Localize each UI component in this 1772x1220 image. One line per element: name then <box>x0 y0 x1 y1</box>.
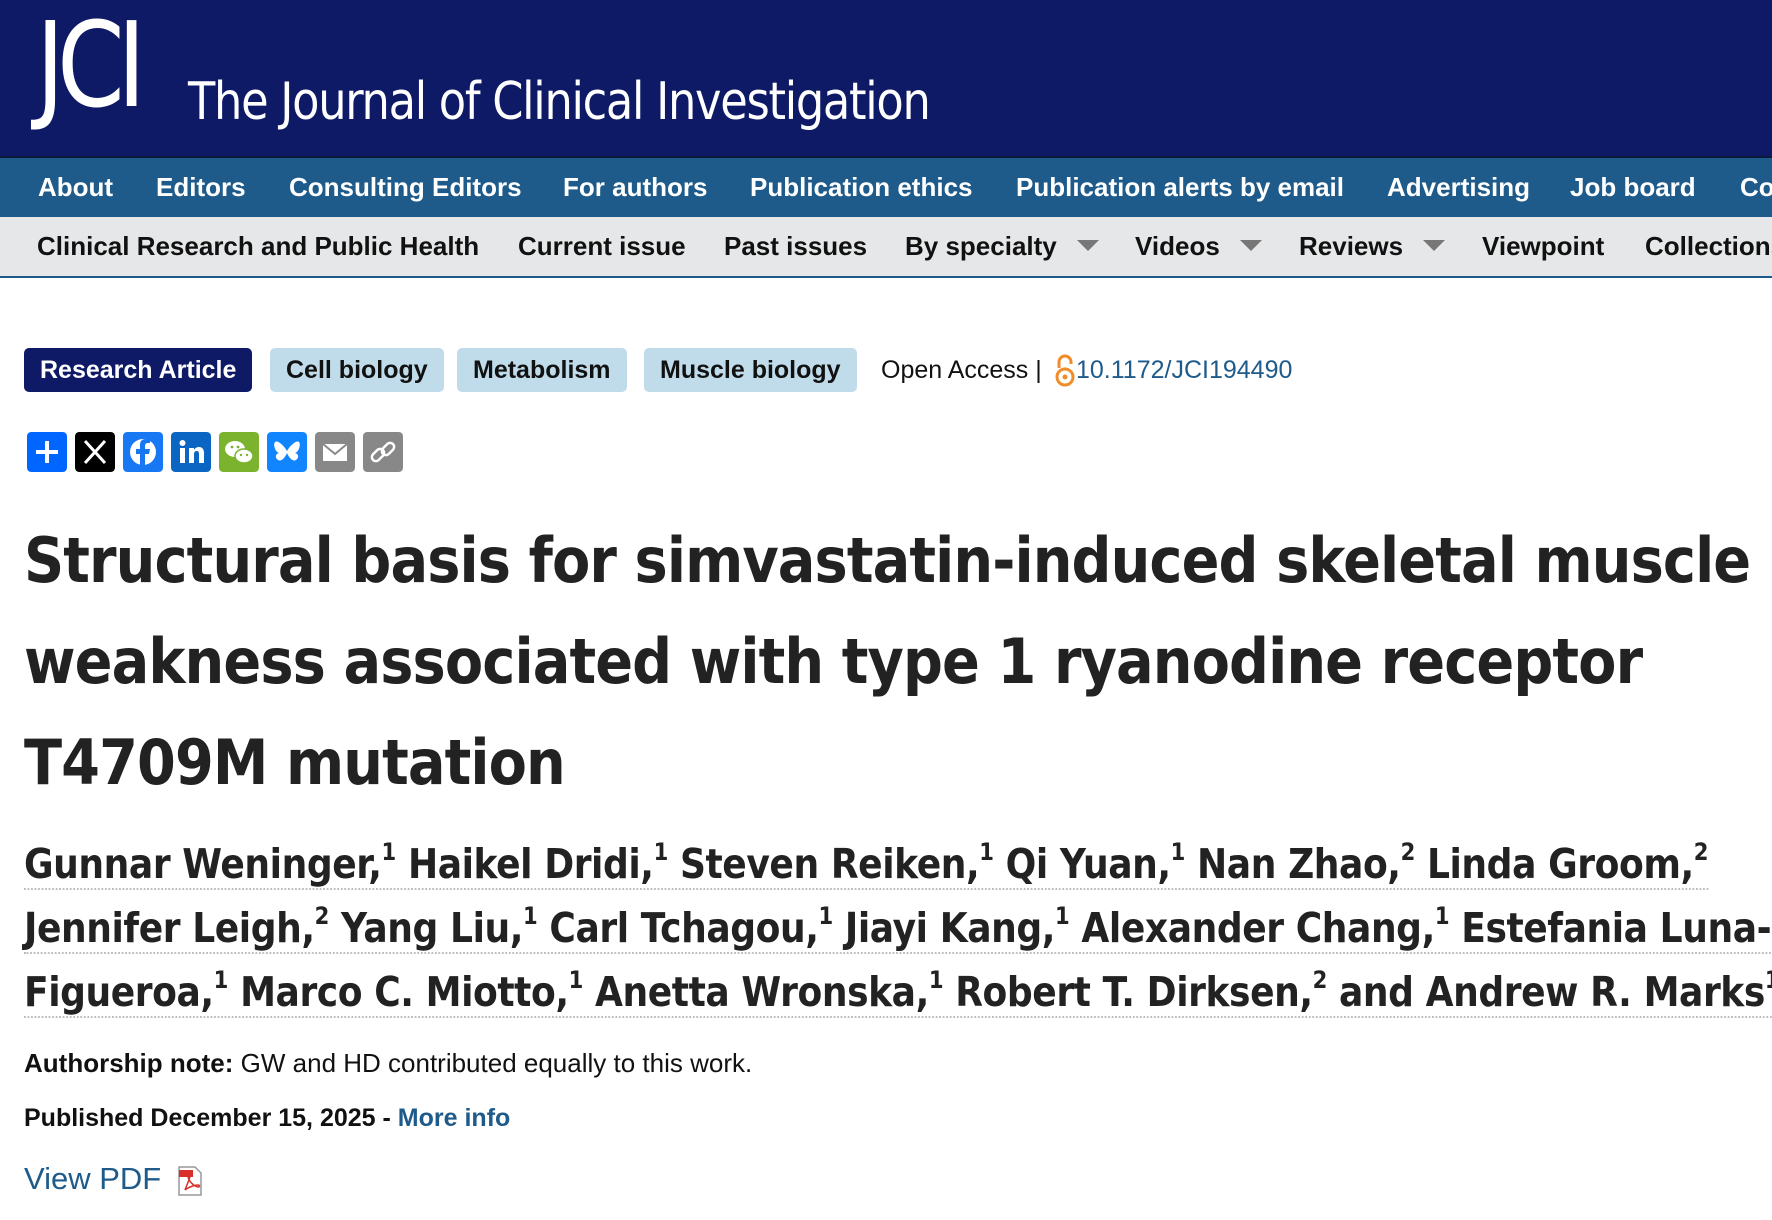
view-pdf-link[interactable]: View PDF <box>24 1161 162 1196</box>
author-name[interactable]: Figueroa, <box>24 968 214 1016</box>
linkedin-icon[interactable] <box>171 432 211 472</box>
author-name[interactable]: and Andrew R. Marks <box>1338 968 1765 1016</box>
pdf-icon[interactable] <box>176 1166 204 1196</box>
affiliation-marker: 1 <box>653 838 669 866</box>
nav-item-about[interactable]: About <box>38 172 114 202</box>
article-title-line: Structural basis for simvastatin-induced… <box>24 524 1751 597</box>
facebook-icon[interactable] <box>123 432 163 472</box>
more-info-link[interactable]: More info <box>397 1104 511 1132</box>
wechat-icon[interactable] <box>219 432 259 472</box>
published-line: Published December 15, 2025 - More info <box>24 1104 510 1133</box>
affiliation-marker: 1 <box>1055 902 1070 930</box>
nav-item-by-specialty-label: By specialty <box>905 231 1057 261</box>
author-name[interactable]: Haikel Dridi, <box>407 840 654 888</box>
author-name[interactable]: Anetta Wronska, <box>594 968 929 1016</box>
nav-item-consulting-editors[interactable]: Consulting Editors <box>289 172 522 202</box>
author-name[interactable]: Estefania Luna- <box>1461 904 1772 952</box>
author-name[interactable]: Marco C. Miotto, <box>240 968 569 1016</box>
affiliation-marker: 1 <box>928 966 944 994</box>
nav-item-publication-ethics[interactable]: Publication ethics <box>750 172 973 202</box>
article-title: Structural basis for simvastatin-induced… <box>24 510 1764 813</box>
add-share-icon[interactable] <box>27 432 67 472</box>
bluesky-icon[interactable] <box>267 432 307 472</box>
author-name[interactable]: Qi Yuan, <box>1005 840 1171 888</box>
affiliation-marker: 1 <box>523 902 538 930</box>
author-name[interactable]: Jiayi Kang, <box>844 904 1056 952</box>
nav-item-collections[interactable]: Collections <box>1645 231 1772 261</box>
doi-link[interactable]: 10.1172/JCI194490 <box>1076 356 1293 384</box>
nav-item-current-issue[interactable]: Current issue <box>518 231 686 261</box>
site-header: JCI The Journal of Clinical Investigatio… <box>0 0 1772 156</box>
affiliation-marker: 1 <box>213 966 229 994</box>
article-title-line: weakness associated with type 1 ryanodin… <box>24 625 1643 698</box>
author-name[interactable]: Yang Liu, <box>340 904 524 952</box>
affiliation-marker: 1 <box>1170 838 1186 866</box>
affiliation-marker: 2 <box>1400 838 1416 866</box>
authorship-note-text: GW and HD contributed equally to this wo… <box>240 1048 753 1078</box>
authorship-note-label: Authorship note: <box>24 1048 234 1078</box>
nav-item-publication-alerts[interactable]: Publication alerts by email <box>1016 172 1344 202</box>
nav-item-contact-truncated[interactable]: Co <box>1740 172 1772 202</box>
published-date: Published December 15, 2025 - <box>24 1104 391 1132</box>
affiliation-marker: 2 <box>1312 966 1328 994</box>
email-icon[interactable] <box>315 432 355 472</box>
open-access-label: Open Access | <box>881 356 1042 384</box>
link-icon[interactable] <box>363 432 403 472</box>
author-name[interactable]: Jennifer Leigh, <box>24 904 315 952</box>
nav-item-for-authors[interactable]: For authors <box>563 172 708 202</box>
secondary-nav: Clinical Research and Public Health Curr… <box>0 217 1772 278</box>
chevron-down-icon <box>1239 239 1262 251</box>
author-name[interactable]: Carl Tchagou, <box>549 904 819 952</box>
author-name[interactable]: Nan Zhao, <box>1197 840 1401 888</box>
nav-item-clinical-research[interactable]: Clinical Research and Public Health <box>37 231 480 261</box>
chevron-down-icon <box>1423 239 1446 251</box>
author-name[interactable]: Alexander Chang, <box>1081 904 1435 952</box>
author-name[interactable]: Robert T. Dirksen, <box>955 968 1313 1016</box>
tag-muscle-biology[interactable]: Muscle biology <box>644 348 857 392</box>
affiliation-marker: 1 <box>1765 966 1772 994</box>
nav-item-viewpoint[interactable]: Viewpoint <box>1482 231 1605 261</box>
tag-metabolism[interactable]: Metabolism <box>457 348 627 392</box>
author-name[interactable]: Linda Groom, <box>1426 840 1694 888</box>
nav-item-by-specialty[interactable]: By specialty <box>905 217 1099 276</box>
affiliation-marker: 1 <box>1434 902 1450 930</box>
nav-item-videos-label: Videos <box>1135 231 1220 261</box>
affiliation-marker: 2 <box>1693 838 1709 866</box>
affiliation-marker: 1 <box>568 966 584 994</box>
primary-nav: About Editors Consulting Editors For aut… <box>0 156 1772 217</box>
nav-item-videos[interactable]: Videos <box>1135 217 1262 276</box>
affiliation-marker: 1 <box>381 838 397 866</box>
jci-logo[interactable]: JCI <box>36 0 146 134</box>
affiliation-marker: 1 <box>818 902 833 930</box>
nav-item-reviews[interactable]: Reviews <box>1299 217 1446 276</box>
nav-item-reviews-label: Reviews <box>1299 231 1404 261</box>
article-title-line: T4709M mutation <box>24 726 566 799</box>
author-name[interactable]: Gunnar Weninger, <box>24 840 382 888</box>
author-name[interactable]: Steven Reiken, <box>679 840 980 888</box>
x-icon[interactable] <box>75 432 115 472</box>
authorship-note: Authorship note: GW and HD contributed e… <box>24 1048 752 1079</box>
nav-item-advertising[interactable]: Advertising <box>1387 172 1531 202</box>
affiliation-marker: 2 <box>314 902 330 930</box>
affiliation-marker: 1 <box>979 838 994 866</box>
tag-research-article[interactable]: Research Article <box>24 348 253 392</box>
nav-item-job-board[interactable]: Job board <box>1570 172 1696 202</box>
nav-item-editors[interactable]: Editors <box>156 172 246 202</box>
journal-title[interactable]: The Journal of Clinical Investigation <box>188 72 931 132</box>
nav-item-past-issues[interactable]: Past issues <box>724 231 868 261</box>
chevron-down-icon <box>1076 239 1099 251</box>
author-list: Gunnar Weninger,1 Haikel Dridi,1 Steven … <box>24 832 1772 1024</box>
open-access-lock-icon <box>1055 354 1075 387</box>
tag-cell-biology[interactable]: Cell biology <box>270 348 444 392</box>
